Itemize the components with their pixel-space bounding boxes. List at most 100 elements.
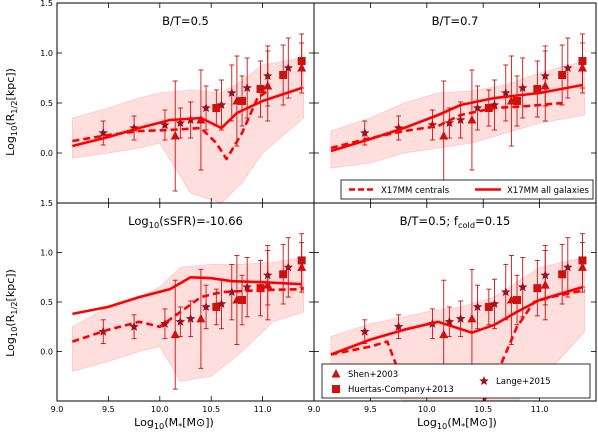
x-tick-label: 10.5 (474, 405, 492, 414)
plot-area (330, 33, 587, 192)
x-tick-label: 9.5 (364, 405, 377, 414)
marker-triangle (467, 313, 477, 323)
marker-star (489, 298, 500, 309)
x-tick-label: 9.0 (51, 405, 64, 414)
marker-star (472, 301, 483, 311)
marker-square (297, 256, 306, 265)
x-tick-label: 10.0 (151, 405, 169, 414)
plot-area (71, 233, 307, 390)
y-tick-label: 1.0 (40, 49, 53, 58)
marker-star (216, 100, 227, 110)
marker-star (517, 282, 528, 292)
x-tick-label: 9.5 (102, 405, 115, 414)
marker-square (212, 302, 221, 311)
marker-star (501, 287, 511, 297)
legend-observations: Shen+2003 Huertas-Company+2013 Lange+2015 (321, 363, 591, 399)
marker-star (472, 103, 483, 113)
marker-star (201, 103, 211, 113)
marker-star (393, 321, 404, 331)
all-galaxies-line (330, 83, 583, 153)
marker-star (216, 298, 227, 309)
marker-star (98, 128, 109, 138)
marker-square (578, 256, 587, 265)
panels: 0.0 0.5 1.0 1.5 B/T=0.5 B/T=0.7 9.0 9.5 10.0 10.5… (40, 0, 597, 414)
marker-triangle (439, 329, 449, 339)
marker-star (242, 282, 252, 292)
marker-star (129, 321, 139, 331)
marker-square (558, 71, 567, 79)
marker-star (540, 270, 550, 280)
marker-square (297, 57, 306, 65)
x-tick-label: 11.0 (531, 405, 549, 414)
legend-star-icon (479, 376, 489, 386)
marker-star (283, 63, 294, 73)
marker-star (444, 118, 455, 128)
obs-square-series (484, 33, 587, 127)
marker-star (242, 83, 252, 93)
marker-star (129, 123, 139, 133)
legend-label: Shen+2003 (348, 370, 398, 380)
marker-star (262, 71, 273, 81)
marker-square (238, 296, 247, 305)
panel-title: Log10(sSFR)=-10.66 (128, 214, 243, 230)
panel-title: B/T=0.5; fcold=0.15 (400, 214, 511, 230)
legend-box (340, 179, 594, 200)
legend-triangle-icon (331, 369, 341, 378)
marker-star (455, 313, 466, 323)
all-galaxies-line (72, 275, 302, 316)
x-axis-label-left: Log10(M*[M⊙]) (134, 416, 214, 431)
legend-label: Lange+2015 (496, 377, 551, 387)
x-tick-label: 10.5 (202, 405, 220, 414)
marker-star (427, 120, 438, 130)
marker-square (279, 71, 288, 79)
obs-star-series (98, 237, 294, 345)
marker-star (444, 316, 455, 326)
marker-star (563, 63, 573, 73)
model-scatter-band (72, 57, 305, 203)
marker-star (360, 128, 370, 138)
y-axis-label-top: Log10(R1/2[kpc]) (4, 68, 19, 156)
centrals-line (71, 287, 304, 343)
marker-square (256, 85, 265, 93)
marker-star (283, 262, 294, 272)
marker-star (540, 71, 550, 81)
y-tick-label: 0.5 (40, 298, 53, 307)
obs-square-series (484, 233, 587, 326)
marker-square (279, 270, 288, 279)
marker-star (98, 326, 109, 336)
x-tick-label: 10.0 (418, 405, 436, 414)
marker-square (484, 302, 493, 311)
marker-star (360, 326, 370, 336)
y-tick-label: 0.5 (40, 99, 53, 108)
y-tick-label: 0.0 (40, 149, 53, 158)
y-tick-label: 1.0 (40, 249, 53, 258)
obs-square-series (212, 233, 306, 326)
obs-star-series (360, 37, 573, 146)
marker-star (227, 88, 237, 98)
legend-square-icon (332, 385, 340, 393)
marker-star (227, 287, 237, 297)
legend-label: X17MM all galaxies (507, 186, 589, 196)
legend-box (321, 363, 591, 399)
legend-label: X17MM centrals (381, 186, 450, 196)
marker-square (513, 97, 522, 105)
marker-star (160, 120, 170, 130)
panel-2: B/T=0.7 (313, 2, 597, 204)
legend-label: Huertas-Company+2013 (348, 385, 454, 395)
marker-triangle (170, 329, 180, 339)
marker-square (484, 104, 493, 112)
marker-star (175, 118, 186, 128)
marker-square (533, 85, 542, 93)
x-tick-label: 9.0 (308, 405, 321, 414)
x-axis-label-right: Log10(M*[M⊙]) (417, 416, 497, 431)
marker-star (175, 316, 186, 326)
y-tick-label: 0.0 (40, 348, 53, 357)
plot-area (72, 33, 307, 203)
legend-model: X17MM centrals X17MM all galaxies (340, 179, 594, 200)
marker-star (455, 115, 466, 125)
marker-star (393, 123, 404, 133)
obs-star-series (360, 237, 573, 345)
marker-square (256, 284, 265, 293)
all-galaxies-line (72, 86, 303, 148)
